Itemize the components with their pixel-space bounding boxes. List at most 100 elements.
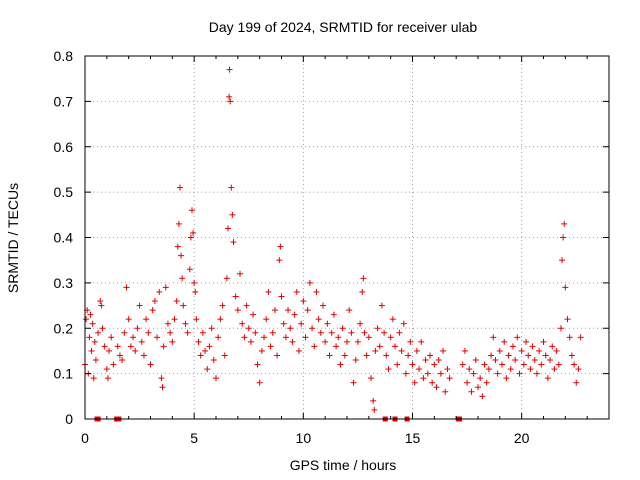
data-point	[230, 239, 237, 246]
data-point	[560, 234, 567, 241]
data-point	[234, 307, 241, 314]
data-point	[208, 325, 215, 332]
axis-ticks: 0 0.1 0.2 0.3 0.4 0.5 0.6 0.7 0.8 0 5 10 15 20	[54, 48, 609, 446]
data-point	[241, 334, 248, 341]
data-point	[531, 357, 538, 364]
data-point	[461, 347, 468, 354]
data-point	[477, 375, 484, 382]
data-point	[577, 334, 584, 341]
data-point	[368, 375, 375, 382]
data-point	[420, 375, 427, 382]
data-point	[171, 316, 178, 323]
data-point	[156, 288, 163, 295]
data-point	[295, 347, 302, 354]
data-point	[341, 352, 348, 359]
data-point	[564, 316, 571, 323]
data-point	[103, 366, 110, 373]
data-point	[106, 347, 113, 354]
y-tick-label: 0	[65, 411, 73, 427]
data-point	[568, 352, 575, 359]
data-point	[402, 370, 409, 377]
data-point	[92, 357, 99, 364]
data-point	[187, 234, 194, 241]
data-point	[372, 347, 379, 354]
data-point	[413, 347, 420, 354]
data-point	[199, 329, 206, 336]
data-point	[418, 338, 425, 345]
data-point	[350, 379, 357, 386]
data-point	[385, 366, 392, 373]
data-point	[226, 93, 233, 100]
data-point	[319, 302, 326, 309]
data-point	[162, 284, 169, 291]
data-point	[536, 347, 543, 354]
data-point	[269, 329, 276, 336]
data-point	[91, 338, 98, 345]
data-point	[159, 384, 166, 391]
x-tick-label: 15	[405, 430, 421, 446]
data-point	[123, 284, 130, 291]
data-point	[363, 352, 370, 359]
data-point	[529, 343, 536, 350]
data-point	[298, 320, 305, 327]
data-point	[337, 361, 344, 368]
data-point	[149, 307, 156, 314]
data-point	[101, 343, 108, 350]
data-point	[533, 370, 540, 377]
data-point	[191, 279, 198, 286]
data-point	[192, 288, 199, 295]
data-point	[254, 361, 261, 368]
data-point	[505, 352, 512, 359]
data-point	[311, 343, 318, 350]
data-point	[514, 334, 521, 341]
data-point	[562, 284, 569, 291]
data-point	[225, 225, 232, 232]
data-point	[167, 329, 174, 336]
data-point	[89, 320, 96, 327]
data-point	[182, 320, 189, 327]
data-point	[258, 347, 265, 354]
data-point	[145, 329, 152, 336]
data-point	[173, 298, 180, 305]
data-point	[195, 338, 202, 345]
data-point	[223, 275, 230, 282]
data-point	[354, 338, 361, 345]
data-point	[459, 361, 466, 368]
data-point	[400, 320, 407, 327]
data-point	[245, 325, 252, 332]
data-point	[143, 316, 150, 323]
data-point	[227, 98, 234, 105]
data-point	[132, 347, 139, 354]
data-point	[509, 343, 516, 350]
data-point	[426, 352, 433, 359]
data-point	[274, 352, 281, 359]
data-point	[267, 343, 274, 350]
data-point	[158, 375, 165, 382]
data-point	[228, 184, 235, 191]
data-point	[557, 325, 564, 332]
data-point	[481, 361, 488, 368]
x-tick-label: 20	[514, 430, 530, 446]
data-point	[232, 293, 239, 300]
data-point	[90, 375, 97, 382]
data-point	[151, 298, 158, 305]
data-point	[544, 375, 551, 382]
data-point	[483, 379, 490, 386]
data-point	[398, 347, 405, 354]
data-point	[304, 307, 311, 314]
data-point	[405, 352, 412, 359]
data-point	[322, 338, 329, 345]
data-point	[360, 275, 367, 282]
data-point	[394, 361, 401, 368]
grid-lines	[85, 56, 609, 419]
data-point	[540, 338, 547, 345]
data-point	[324, 320, 331, 327]
data-point	[164, 320, 171, 327]
data-point	[97, 298, 104, 305]
data-point	[175, 220, 182, 227]
data-point	[293, 288, 300, 295]
data-point	[217, 316, 224, 323]
data-point	[549, 343, 556, 350]
data-point	[490, 334, 497, 341]
y-tick-label: 0.1	[54, 366, 74, 382]
